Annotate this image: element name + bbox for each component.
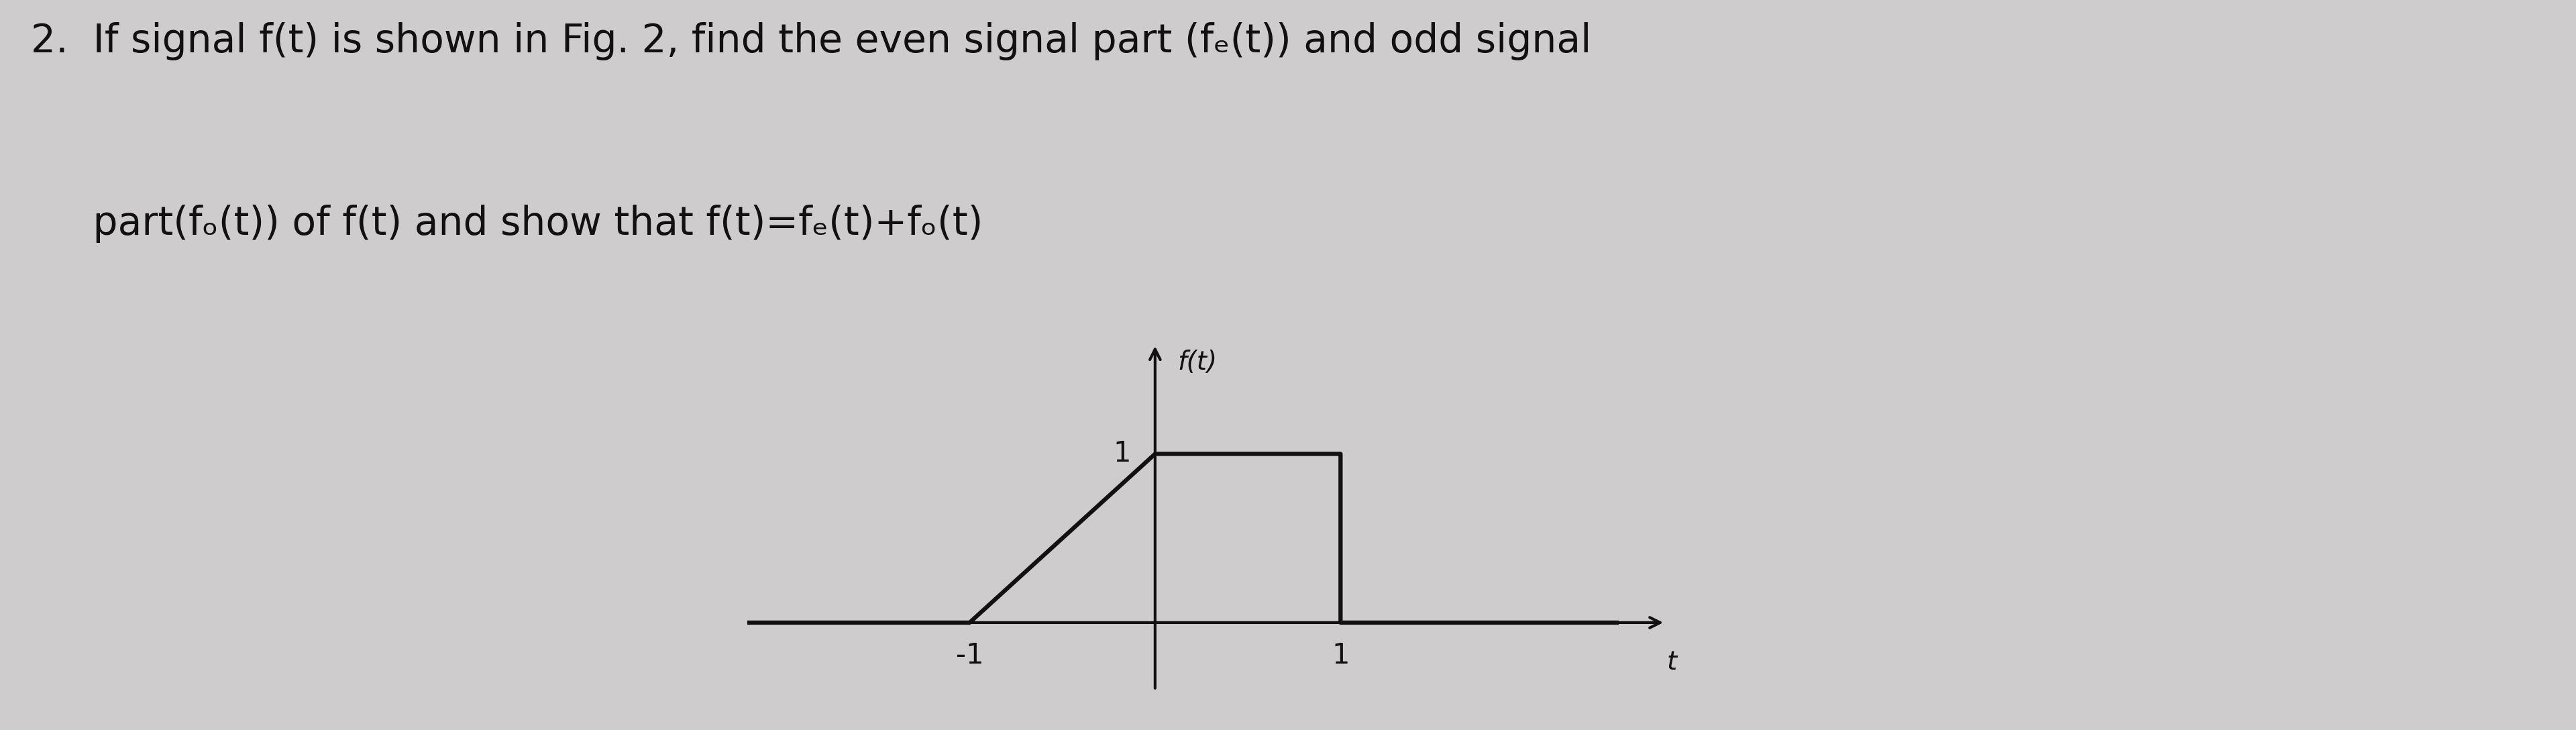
Text: 1: 1 (1332, 641, 1350, 669)
Text: -1: -1 (956, 641, 984, 669)
Text: t: t (1667, 650, 1677, 675)
Text: f(t): f(t) (1177, 349, 1216, 374)
Text: 1: 1 (1113, 439, 1131, 468)
Text: part(fₒ(t)) of f(t) and show that f(t)=fₑ(t)+fₒ(t): part(fₒ(t)) of f(t) and show that f(t)=f… (31, 204, 984, 242)
Text: 2.  If signal f(t) is shown in Fig. 2, find the even signal part (fₑ(t)) and odd: 2. If signal f(t) is shown in Fig. 2, fi… (31, 22, 1592, 60)
